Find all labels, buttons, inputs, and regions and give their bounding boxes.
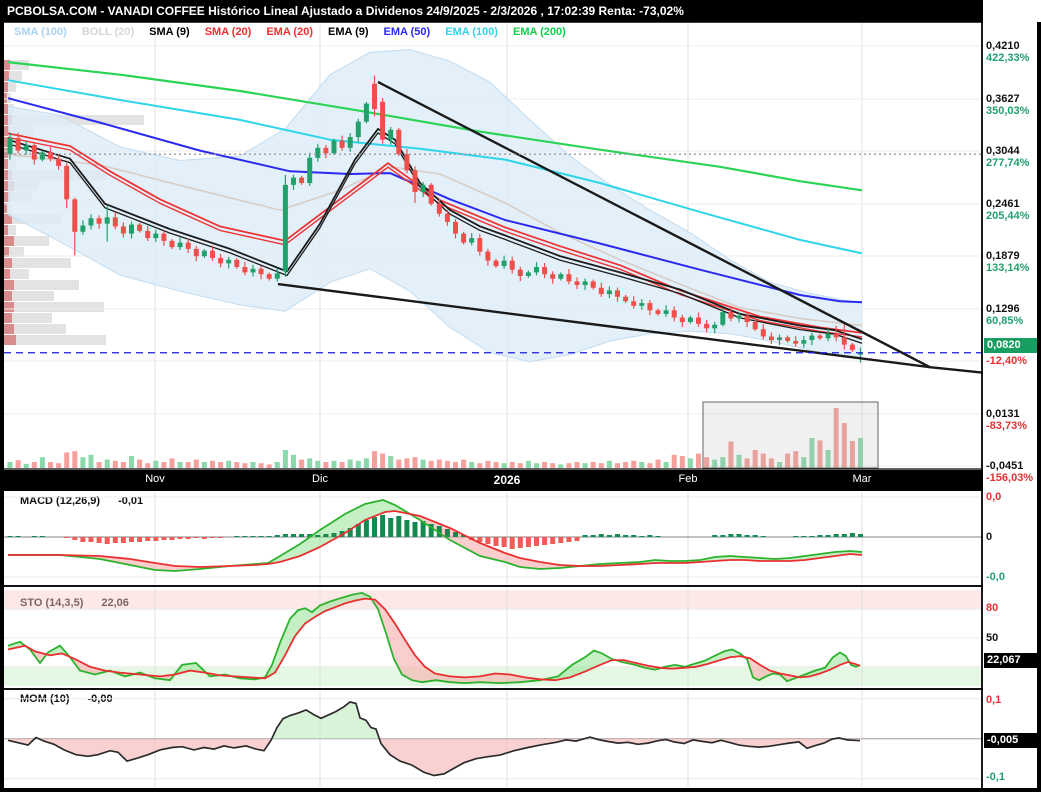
- legend-item-ema-20[interactable]: EMA (20): [266, 26, 313, 38]
- sto-value: 22,06: [101, 597, 129, 609]
- macd-panel: [4, 492, 982, 584]
- indicator-legend[interactable]: SMA (100) BOLL (20) SMA (9) SMA (20) EMA (20…: [14, 26, 566, 42]
- macd-title: MACD (12,26,9): [20, 495, 101, 507]
- ema9-line: [7, 128, 863, 341]
- panel-separator: [0, 688, 983, 690]
- sto-k-line: [7, 591, 861, 685]
- bollinger-band: [7, 48, 863, 363]
- panel-separator: [0, 585, 983, 587]
- legend-item-ema-100[interactable]: EMA (100): [445, 26, 498, 38]
- stochastic-panel: [4, 588, 982, 687]
- ema50-line: [7, 97, 863, 304]
- time-axis-strip: [0, 470, 983, 491]
- bottom-border: [0, 788, 1041, 792]
- legend-item-ema-50[interactable]: EMA (50): [383, 26, 431, 38]
- macd-value: -0,01: [118, 495, 144, 507]
- macd-panel-label: MACD (12,26,9) -0,01: [20, 495, 143, 507]
- ema100-line: [7, 79, 863, 255]
- macd-signal-line: [8, 510, 863, 568]
- volume-highlight-box[interactable]: [702, 401, 879, 469]
- axis-corner: [983, 0, 1041, 22]
- moving-averages: [7, 61, 863, 344]
- frame: [0, 21, 983, 788]
- sto-panel-label: STO (14,3,5) 22,06: [20, 597, 129, 609]
- legend-item-sma-100[interactable]: SMA (100): [14, 26, 67, 38]
- sma100-line: [7, 153, 863, 327]
- trendlines: [4, 80, 983, 374]
- window-title: PCBOLSA.COM - VANADI COFFEE Histórico Li…: [0, 0, 983, 22]
- legend-item-ema-200[interactable]: EMA (200): [512, 26, 566, 38]
- legend-item-ema-9[interactable]: EMA (9): [328, 26, 369, 38]
- left-border: [0, 22, 4, 788]
- legend-item-sma-9[interactable]: SMA (9): [149, 26, 190, 38]
- candles-layer: [7, 75, 863, 363]
- legend-item-sma-20[interactable]: SMA (20): [204, 26, 252, 38]
- volume-bars: [7, 401, 879, 469]
- sto-d-line: [7, 597, 861, 682]
- right-border: [1037, 0, 1041, 792]
- momentum-panel: [4, 690, 982, 787]
- sto-title: STO (14,3,5): [20, 597, 83, 609]
- mom-line: [7, 700, 861, 777]
- sma9-line: [7, 132, 863, 344]
- ema200-line: [7, 61, 863, 192]
- legend-item-boll-20[interactable]: BOLL (20): [81, 26, 135, 38]
